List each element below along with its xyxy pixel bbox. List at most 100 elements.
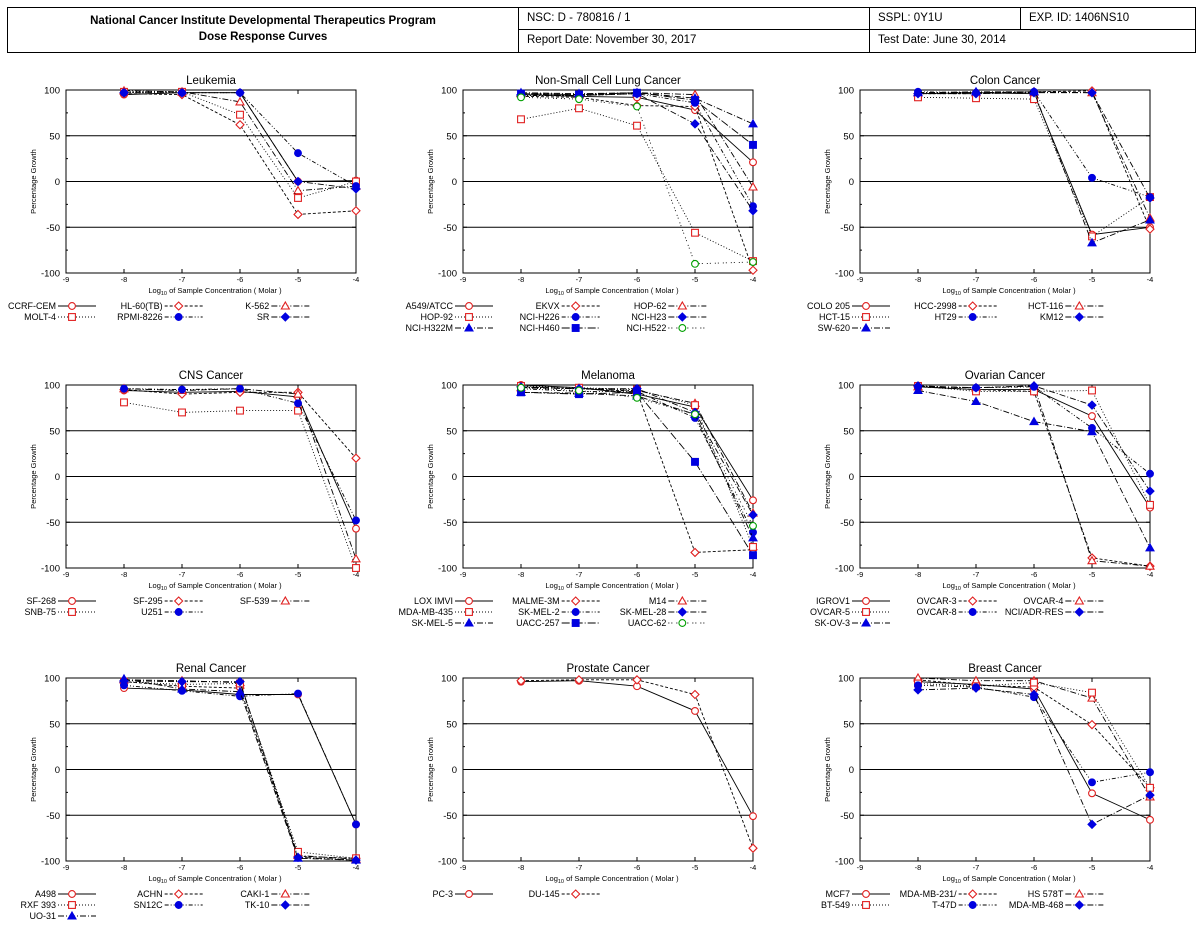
data-point (1146, 815, 1154, 824)
series-line (917, 390, 1151, 549)
series-line (520, 384, 754, 501)
x-tick-label: -7 (973, 863, 980, 872)
data-point (1087, 693, 1097, 702)
legend-marker (280, 900, 291, 910)
legend-label: SK-MEL-5 (411, 618, 453, 628)
legend-label: NCI-H460 (520, 323, 560, 333)
x-tick-label: -9 (857, 863, 864, 872)
x-tick-label: -7 (973, 570, 980, 579)
y-tick-label: 50 (843, 719, 854, 730)
y-tick-label: 100 (838, 381, 854, 392)
data-point (351, 453, 361, 463)
x-tick-label: -6 (634, 275, 641, 284)
data-point (1088, 778, 1096, 787)
legend-label: RXF 393 (20, 900, 56, 910)
y-tick-label: 0 (849, 765, 854, 776)
x-tick-label: -5 (1089, 863, 1096, 872)
y-tick-label: 0 (849, 472, 854, 483)
chart-title: Ovarian Cancer (965, 370, 1046, 382)
data-point (235, 676, 245, 687)
data-point (235, 96, 245, 106)
legend-marker (1074, 607, 1085, 617)
data-point (1145, 561, 1155, 570)
series-line (918, 92, 1151, 199)
y-tick-label: 0 (55, 177, 60, 188)
x-tick-label: -8 (121, 570, 128, 579)
legend-marker (465, 302, 473, 310)
legend-marker (465, 608, 473, 616)
data-point (293, 185, 303, 195)
data-point (1145, 790, 1155, 800)
legend-marker (465, 597, 473, 605)
data-point (748, 265, 758, 276)
series-line (123, 680, 357, 861)
y-tick-label: 50 (49, 719, 60, 730)
chart-panel: CNS Cancer 100 50 0 -50 -100 -9 -8 -7 -6 -5 -4 Perce… (24, 370, 361, 617)
chart-title: Colon Cancer (970, 75, 1040, 87)
data-point (691, 228, 699, 237)
y-tick-label: -100 (41, 564, 60, 575)
y-tick-label: 50 (49, 131, 60, 142)
x-axis-label: Log10 of Sample Concentration ( Molar ) (545, 286, 679, 297)
series-line (123, 687, 357, 825)
y-tick-label: -100 (835, 857, 854, 868)
legend-marker (968, 608, 977, 616)
header-divider (1020, 8, 1021, 30)
data-point (177, 87, 187, 98)
y-tick-label: 100 (441, 86, 457, 97)
report-title: National Cancer Institute Developmental … (8, 13, 518, 45)
y-tick-label: 50 (446, 426, 457, 437)
y-axis-label: Percentage Growth (823, 737, 832, 802)
data-point (691, 706, 699, 715)
legend-label: CAKI-1 (240, 889, 269, 899)
x-axis-label: Log10 of Sample Concentration ( Molar ) (148, 286, 282, 297)
series-line (520, 391, 754, 556)
data-point (575, 95, 583, 104)
series-line (917, 386, 1151, 508)
y-tick-label: -50 (840, 223, 854, 234)
legend-label: MDA-MB-231/ (900, 889, 958, 899)
legend-marker (1074, 300, 1085, 310)
data-point (351, 206, 361, 216)
series-line (520, 388, 754, 533)
legend-marker (280, 595, 291, 605)
y-tick-label: 100 (838, 86, 854, 97)
data-point (351, 854, 361, 864)
x-tick-label: -8 (121, 863, 128, 872)
legend-label: MDA-MB-468 (1009, 900, 1064, 910)
data-point (1087, 237, 1097, 247)
data-point (1088, 789, 1096, 798)
legend-label: NCI/ADR-RES (1005, 607, 1064, 617)
data-point (352, 516, 360, 525)
chart-panel: Prostate Cancer 100 50 0 -50 -100 -9 -8 -7 -6 -5 -4… (426, 663, 758, 899)
y-tick-label: 0 (452, 765, 457, 776)
data-point (749, 551, 757, 560)
legend-label: SF-539 (240, 596, 270, 606)
header-divider (869, 8, 870, 52)
data-point (294, 399, 302, 408)
series-line (520, 92, 754, 188)
legend-marker (570, 596, 581, 606)
data-point (971, 396, 981, 406)
data-point (575, 104, 583, 113)
data-point (1087, 819, 1097, 830)
series-line (917, 385, 1151, 506)
data-point (748, 532, 758, 542)
chart-title: Breast Cancer (968, 663, 1042, 675)
series-line (917, 91, 1151, 244)
legend-label: SW-620 (818, 323, 850, 333)
y-tick-label: -100 (438, 857, 457, 868)
x-tick-label: -6 (1031, 275, 1038, 284)
data-point (691, 259, 699, 268)
series-line (520, 679, 754, 849)
x-axis-label: Log10 of Sample Concentration ( Molar ) (545, 874, 679, 885)
data-point (748, 206, 758, 216)
report-date: Report Date: November 30, 2017 (527, 34, 697, 46)
legend-label: HL-60(TB) (121, 301, 163, 311)
x-tick-label: -5 (1089, 570, 1096, 579)
legend-label: MDA-MB-435 (398, 607, 453, 617)
data-point (691, 457, 699, 466)
y-tick-label: -50 (443, 518, 457, 529)
y-axis-label: Percentage Growth (426, 737, 435, 802)
legend-label: RPMI-8226 (117, 312, 163, 322)
